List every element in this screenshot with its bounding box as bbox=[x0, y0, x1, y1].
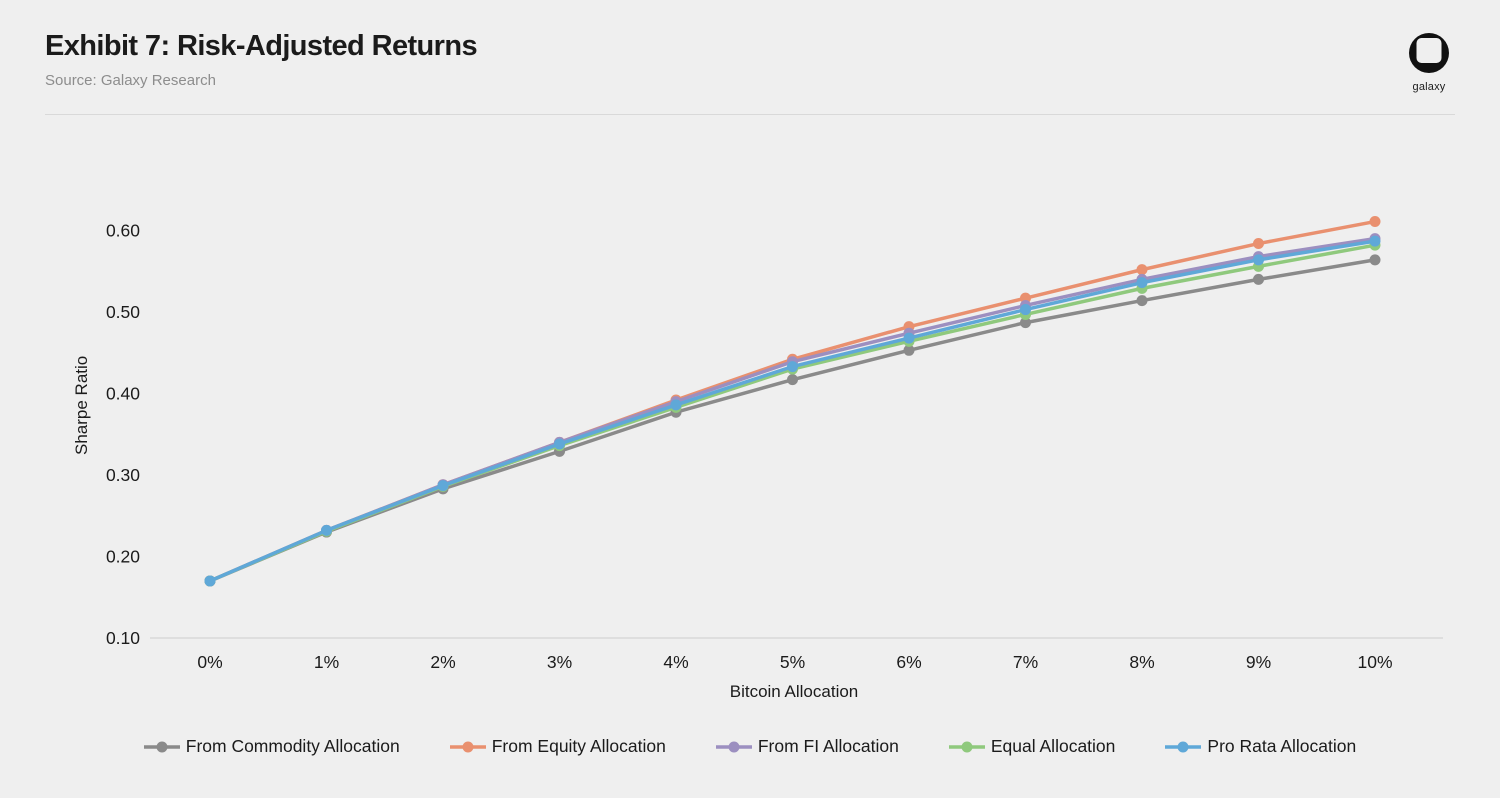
data-point bbox=[204, 575, 216, 587]
x-axis-tick-label: 7% bbox=[1013, 652, 1038, 672]
legend-label: From Equity Allocation bbox=[491, 736, 666, 756]
data-point bbox=[1369, 216, 1381, 228]
legend-item-from-equity-allocation[interactable]: From Equity Allocation bbox=[449, 736, 666, 757]
legend-label: From FI Allocation bbox=[757, 736, 899, 756]
y-axis-tick-label: 0.50 bbox=[106, 302, 140, 322]
data-point bbox=[1136, 264, 1148, 276]
x-axis-tick-label: 10% bbox=[1357, 652, 1392, 672]
galaxy-logo: galaxy bbox=[1403, 32, 1455, 93]
data-point bbox=[787, 374, 798, 386]
data-point bbox=[1253, 254, 1264, 266]
x-axis-tick-label: 3% bbox=[547, 652, 572, 672]
x-axis-title: Bitcoin Allocation bbox=[729, 682, 859, 701]
galaxy-logo-text: galaxy bbox=[1412, 81, 1446, 93]
y-axis-tick-label: 0.20 bbox=[106, 547, 140, 567]
data-point bbox=[1136, 277, 1148, 289]
y-axis-tick-label: 0.60 bbox=[106, 221, 140, 241]
galaxy-logo-icon bbox=[1408, 32, 1450, 74]
data-point bbox=[670, 399, 682, 411]
header: Exhibit 7: Risk-Adjusted Returns Source:… bbox=[45, 30, 1455, 93]
x-axis-tick-label: 2% bbox=[430, 652, 455, 672]
legend-label: Pro Rata Allocation bbox=[1207, 736, 1357, 756]
data-point bbox=[1369, 254, 1381, 266]
data-point bbox=[437, 480, 449, 492]
legend-marker-icon bbox=[948, 741, 985, 752]
x-axis-tick-label: 4% bbox=[663, 652, 688, 672]
legend-marker-icon bbox=[143, 741, 180, 752]
x-axis-tick-label: 1% bbox=[314, 652, 339, 672]
y-axis-title: Sharpe Ratio bbox=[72, 355, 91, 455]
x-axis-tick-label: 8% bbox=[1129, 652, 1154, 672]
data-point bbox=[321, 524, 332, 536]
source-note: Source: Galaxy Research bbox=[45, 72, 216, 89]
legend-label: From Commodity Allocation bbox=[185, 736, 400, 756]
y-axis-tick-label: 0.40 bbox=[106, 384, 140, 404]
y-axis-tick-label: 0.30 bbox=[106, 465, 140, 485]
y-axis-tick-label: 0.10 bbox=[106, 628, 140, 648]
legend-marker-icon bbox=[1165, 741, 1202, 752]
series-from-commodity-allocation bbox=[204, 254, 1381, 587]
legend-item-from-fi-allocation[interactable]: From FI Allocation bbox=[715, 736, 899, 757]
page-title: Exhibit 7: Risk-Adjusted Returns bbox=[45, 30, 478, 62]
series-pro-rata-allocation bbox=[204, 235, 1381, 587]
x-axis-tick-label: 0% bbox=[197, 652, 222, 672]
data-point bbox=[787, 361, 798, 373]
series-line bbox=[208, 243, 1377, 583]
header-divider bbox=[45, 114, 1455, 115]
legend-label: Equal Allocation bbox=[990, 736, 1116, 756]
data-point bbox=[1369, 235, 1381, 247]
data-point bbox=[554, 438, 565, 450]
legend-marker-icon bbox=[715, 741, 752, 752]
legend-item-equal-allocation[interactable]: Equal Allocation bbox=[948, 736, 1116, 757]
data-point bbox=[1020, 317, 1031, 329]
series-from-fi-allocation bbox=[204, 233, 1381, 587]
data-point bbox=[1020, 304, 1031, 316]
data-point bbox=[903, 332, 915, 344]
data-point bbox=[1253, 273, 1264, 285]
chart-legend: From Commodity Allocation From Equity All… bbox=[0, 736, 1500, 757]
series-line bbox=[208, 258, 1377, 583]
legend-item-from-commodity-allocation[interactable]: From Commodity Allocation bbox=[143, 736, 400, 757]
x-axis-tick-label: 9% bbox=[1246, 652, 1271, 672]
legend-item-pro-rata-allocation[interactable]: Pro Rata Allocation bbox=[1165, 736, 1356, 757]
x-axis-tick-label: 5% bbox=[780, 652, 805, 672]
x-axis-tick-label: 6% bbox=[896, 652, 921, 672]
data-point bbox=[1253, 238, 1264, 250]
data-point bbox=[903, 344, 915, 356]
series-line bbox=[208, 219, 1377, 583]
series-line bbox=[208, 239, 1377, 583]
data-point bbox=[1136, 295, 1148, 307]
legend-marker-icon bbox=[449, 741, 486, 752]
series-equal-allocation bbox=[204, 239, 1381, 587]
